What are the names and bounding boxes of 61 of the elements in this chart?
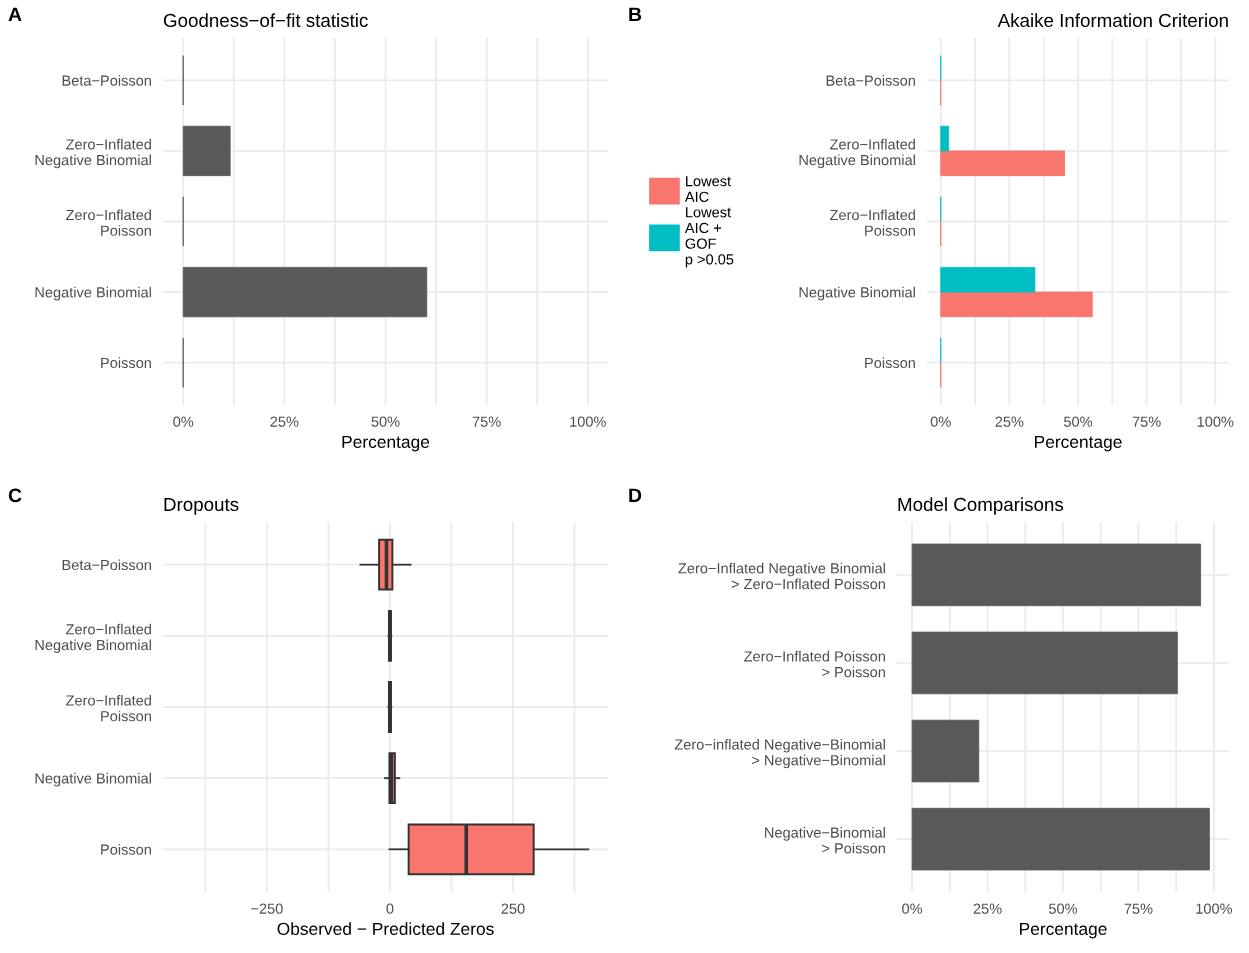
x-axis-title: Percentage (1035, 435, 1122, 452)
x-tick-label: 25% (270, 416, 299, 427)
bar (911, 631, 1178, 695)
y-tick-label: Zero−Inflated Poisson (66, 209, 151, 236)
bar (940, 150, 1065, 177)
x-tick-label: 100% (1197, 416, 1234, 427)
chart-title: Model Comparisons (898, 497, 1064, 515)
x-tick-label: 50% (1063, 416, 1093, 427)
x-axis-title: Percentage (1020, 922, 1107, 939)
x-axis-title: Observed − Predicted Zeros (277, 922, 494, 936)
x-tick-label: 100% (570, 416, 606, 427)
chart-title: Goodness−of−fit statistic (163, 13, 368, 28)
x-tick-label: 0% (173, 416, 194, 427)
bar (182, 125, 231, 177)
y-tick-label: Beta−Poisson (62, 559, 151, 571)
bar (940, 266, 1036, 293)
text: B (629, 7, 642, 22)
x-tick-label: 75% (1132, 416, 1161, 427)
x-tick-label: 0% (930, 416, 951, 427)
x-tick-label: 25% (995, 416, 1024, 427)
x-tick-label: 0 (386, 903, 394, 914)
x-tick-label: −250 (251, 903, 283, 914)
text: D (629, 488, 642, 503)
y-tick-label: Zero−Inflated Negative Binomial > Zero−Inflated Poisson (678, 562, 885, 590)
x-tick-label: 250 (501, 903, 525, 914)
y-tick-label: Poisson (101, 844, 151, 855)
bar (940, 125, 950, 152)
y-tick-label: Zero−Inflated Poisson (66, 694, 151, 722)
chart-title: Dropouts (164, 497, 239, 515)
bar (182, 266, 428, 318)
bar (911, 543, 1202, 607)
y-tick-label: Beta−Poisson (826, 75, 915, 86)
x-tick-label: 75% (472, 416, 501, 427)
x-tick-label: 50% (1048, 903, 1078, 914)
bar (911, 719, 980, 783)
y-tick-label: Beta−Poisson (62, 75, 151, 86)
x-tick-label: 50% (371, 416, 400, 427)
x-tick-label: 100% (1196, 903, 1233, 914)
y-tick-label: Negative Binomial (35, 772, 151, 787)
y-tick-label: Zero−Inflated Poisson (830, 209, 915, 236)
text: A (8, 7, 22, 22)
x-tick-label: 75% (1124, 903, 1153, 914)
chart-title: Akaike Information Criterion (997, 13, 1228, 28)
legend-label: Lowest AIC (684, 176, 731, 203)
y-tick-label: Zero−inflated Negative−Binomial > Negative−Binomial (674, 738, 885, 769)
bar (940, 291, 1093, 318)
y-tick-label: Poisson (865, 357, 915, 369)
legend-label: Lowest AIC + GOF p >0.05 (684, 207, 734, 268)
y-tick-label: Negative Binomial (35, 286, 151, 301)
bar (911, 807, 1210, 871)
y-tick-label: Negative Binomial (799, 286, 915, 301)
y-tick-label: Zero−Inflated Negative Binomial (799, 138, 915, 169)
y-tick-label: Zero−Inflated Negative Binomial (35, 623, 151, 654)
y-tick-label: Zero−Inflated Negative Binomial (35, 138, 151, 169)
y-tick-label: Zero−Inflated Poisson > Poisson (744, 650, 885, 678)
x-tick-label: 25% (973, 903, 1002, 914)
y-tick-label: Negative−Binomial > Poisson (765, 827, 885, 854)
x-tick-label: 0% (902, 903, 923, 914)
x-axis-title: Percentage (342, 435, 430, 452)
y-tick-label: Poisson (101, 357, 151, 369)
text: C (8, 488, 22, 503)
